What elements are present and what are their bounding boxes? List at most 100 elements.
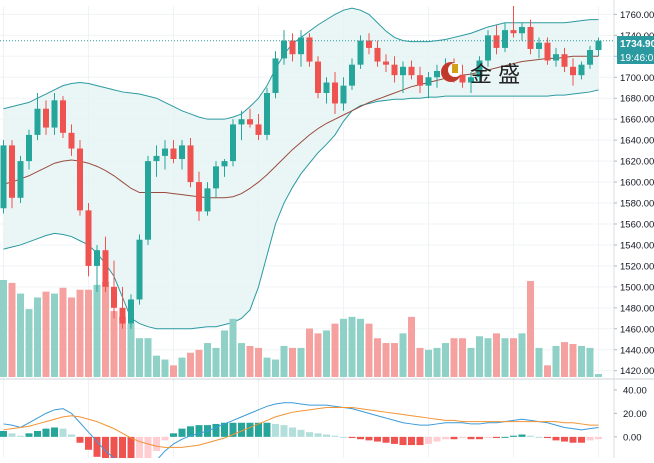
macd-histogram-bar	[68, 434, 75, 437]
volume-bar	[17, 293, 24, 377]
jinsheng-logo-icon	[441, 62, 462, 82]
macd-histogram-bar	[399, 436, 407, 446]
candle-body	[204, 188, 211, 212]
volume-bar	[34, 297, 41, 377]
macd-histogram-bar	[323, 434, 330, 437]
candle-body	[196, 182, 202, 212]
volume-bar	[42, 291, 50, 377]
candle-body	[417, 75, 423, 86]
volume-bars	[0, 280, 602, 377]
volume-bar	[93, 284, 101, 377]
bollinger-middle-line	[3, 55, 599, 199]
volume-bar	[408, 316, 415, 377]
candle-body	[247, 119, 253, 125]
price-tick-label: 1520.00	[620, 261, 654, 272]
bollinger-fill	[3, 8, 599, 329]
macd-histogram-bar	[365, 436, 373, 441]
price-tick-label: 1760.00	[620, 10, 654, 21]
volume-bar	[306, 328, 313, 377]
volume-bar	[340, 318, 347, 377]
candle-body	[527, 26, 534, 49]
macd-histogram-bar	[433, 436, 441, 442]
macd-histogram-bar	[408, 436, 415, 446]
price-tick-label: 1440.00	[620, 345, 654, 356]
macd-axis[interactable]: 40.00 20.00 0.00	[614, 385, 647, 443]
volume-bar	[501, 338, 509, 377]
candle-body	[128, 299, 134, 324]
volume-bar	[467, 347, 475, 377]
price-tags: 1734.90 19:46:01	[617, 36, 654, 64]
volume-bar	[365, 323, 373, 377]
volume-bar	[416, 347, 424, 377]
macd-histogram-bar	[136, 436, 143, 463]
macd-histogram-bar	[391, 436, 398, 444]
macd-histogram-bar	[246, 422, 254, 437]
candle-body	[298, 37, 304, 55]
macd-histogram-bar	[110, 436, 118, 463]
candle-body	[595, 40, 602, 51]
macd-histogram-bar	[59, 428, 67, 437]
candle-body	[0, 145, 7, 209]
candle-body	[255, 124, 262, 135]
volume-bar	[433, 347, 441, 377]
macd-tick-label: 20.00	[623, 409, 647, 420]
candle-body	[289, 40, 296, 55]
candle-body	[315, 61, 321, 93]
volume-bar	[586, 347, 594, 377]
macd-histogram-bar	[476, 436, 483, 440]
volume-bar	[561, 342, 568, 377]
candle-body	[111, 286, 117, 308]
macd-histogram-bar	[357, 436, 364, 440]
price-tick-label: 1680.00	[620, 94, 654, 105]
candle-body	[349, 64, 355, 86]
volume-bar	[357, 318, 364, 377]
macd-histogram-bar	[459, 436, 466, 439]
macd-histogram-bar	[263, 422, 271, 437]
candle-body	[493, 35, 500, 48]
candle-body	[238, 119, 245, 125]
macd-histogram-bar	[221, 422, 228, 437]
macd-histogram-bar	[442, 436, 449, 440]
macd-histogram-bar	[17, 435, 24, 437]
candle-body	[221, 161, 228, 167]
candle-body	[400, 66, 406, 76]
macd-histogram-bar	[331, 435, 339, 437]
candle-body	[272, 58, 279, 93]
price-tick-label: 1500.00	[620, 282, 654, 293]
candle-body	[561, 54, 568, 67]
price-tick-label: 1420.00	[620, 366, 654, 377]
macd-histogram-bar	[212, 423, 220, 437]
volume-bar	[442, 343, 449, 377]
candle-body	[306, 37, 313, 62]
volume-bar	[425, 349, 432, 377]
volume-bar	[0, 280, 7, 377]
candle-body	[459, 75, 466, 83]
candle-body	[323, 82, 330, 93]
macd-histogram-bar	[144, 436, 152, 463]
candle-body	[77, 148, 83, 211]
volume-bar	[246, 345, 254, 377]
volume-bar	[144, 338, 152, 377]
macd-histogram-bar	[93, 436, 101, 457]
candle-body	[94, 250, 100, 266]
macd-histogram-bar	[229, 422, 237, 437]
volume-bar	[263, 357, 271, 377]
candle-body	[51, 100, 58, 128]
candle-body	[187, 145, 194, 183]
volume-bar	[195, 349, 203, 377]
volume-bar	[450, 338, 458, 377]
macd-panel	[0, 402, 602, 463]
macd-histogram-bar	[578, 436, 585, 443]
macd-histogram-bar	[595, 436, 602, 440]
volume-bar	[391, 343, 398, 377]
price-axis[interactable]: 1760.001740.001720.001700.001680.001660.…	[614, 10, 654, 377]
macd-histogram-bar	[569, 436, 577, 443]
price-tick-label: 1600.00	[620, 178, 654, 189]
price-tick-label: 1460.00	[620, 324, 654, 335]
signal-line	[3, 406, 599, 448]
volume-bar	[280, 345, 288, 377]
volume-bar	[535, 347, 543, 377]
macd-histogram-bar	[340, 436, 347, 438]
